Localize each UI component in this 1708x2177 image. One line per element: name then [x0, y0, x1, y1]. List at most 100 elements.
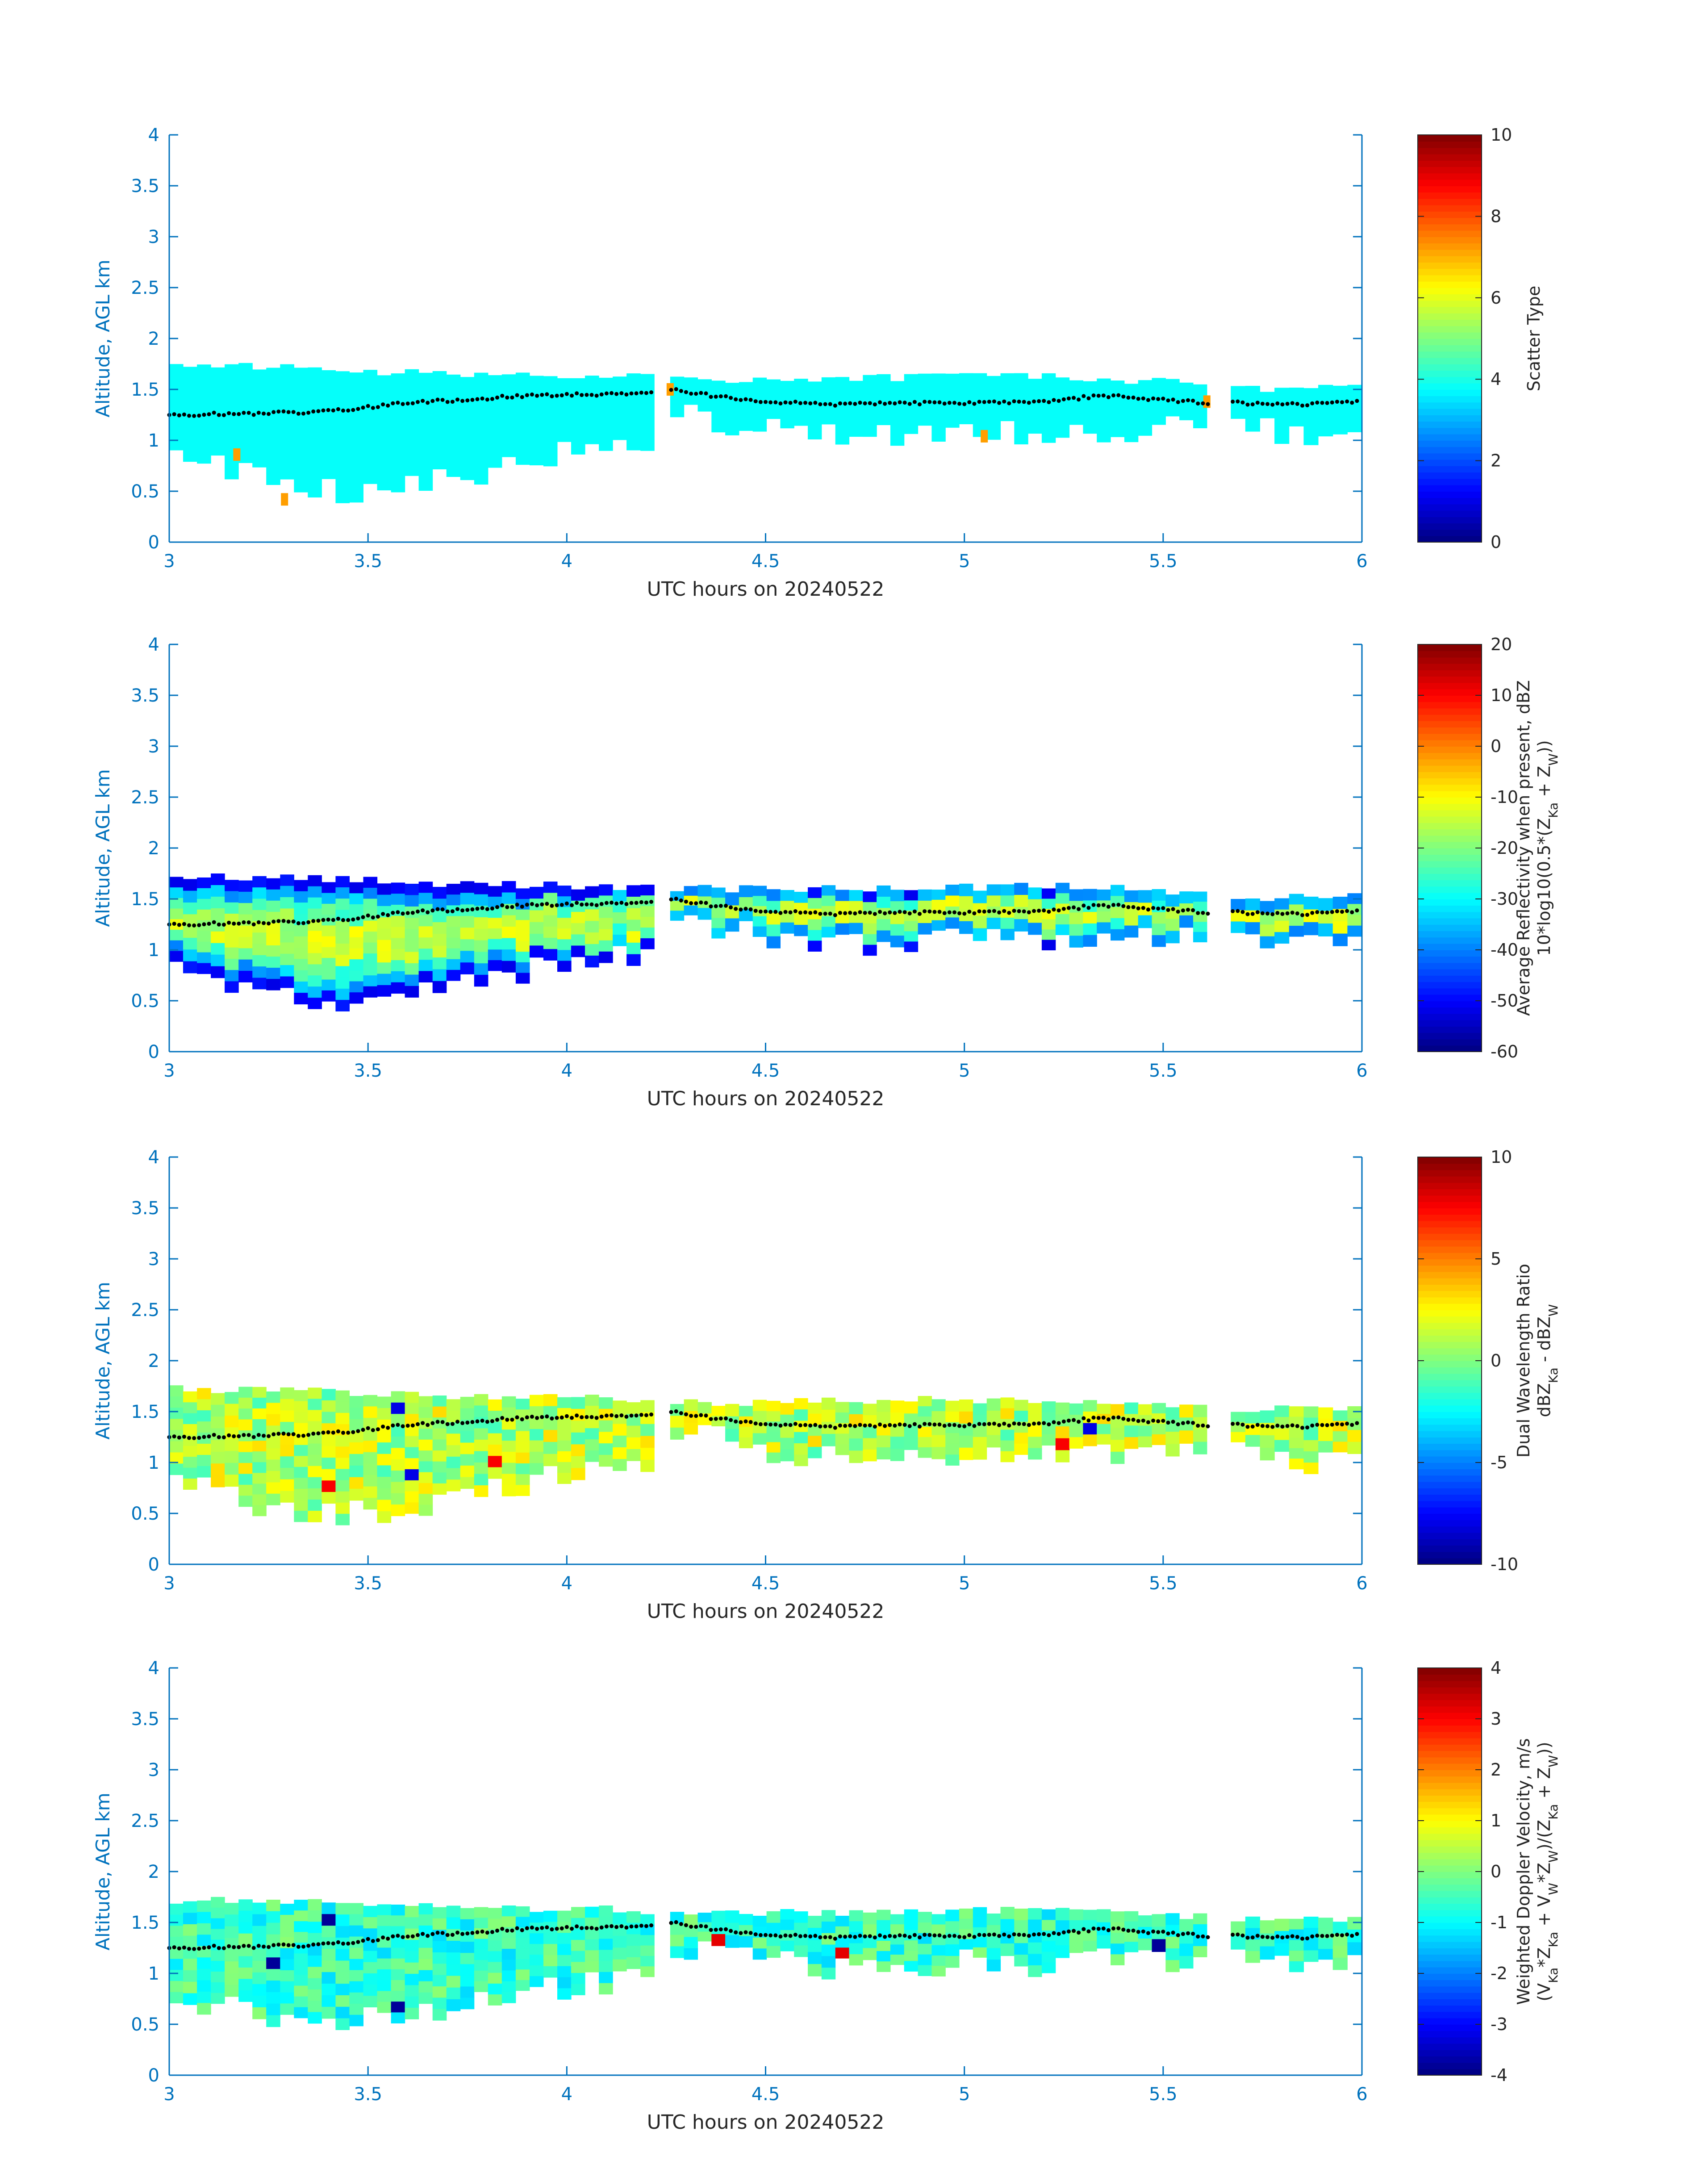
heatmap-cell	[474, 1981, 489, 1992]
heatmap-cell	[613, 890, 627, 902]
cloud-top-marker	[604, 1413, 609, 1418]
cloud-top-marker	[967, 400, 972, 405]
heatmap-cell	[252, 1451, 267, 1462]
heatmap-cell	[725, 918, 739, 932]
heatmap-cell	[446, 1479, 461, 1492]
heatmap-cell	[1289, 915, 1304, 926]
colorbar-swatch	[1418, 1329, 1482, 1336]
cloud-top-marker	[1320, 910, 1324, 915]
heatmap-cell	[474, 1949, 489, 1960]
heatmap-cell	[849, 1438, 863, 1451]
cloud-top-marker	[982, 1422, 986, 1426]
heatmap-cell	[474, 462, 489, 474]
heatmap-cell	[739, 406, 753, 419]
heatmap-cell	[515, 909, 530, 920]
colorbar-swatch	[1418, 740, 1482, 747]
heatmap-cell	[945, 1956, 960, 1968]
y-tick-label: 0	[148, 532, 159, 553]
cloud-top-marker	[560, 1415, 564, 1420]
colorbar-swatch	[1418, 1929, 1482, 1936]
heatmap-cell	[169, 1992, 184, 2004]
heatmap-cell	[169, 1937, 184, 1948]
colorbar-swatch	[1418, 1462, 1482, 1470]
heatmap-cell	[169, 407, 184, 418]
colorbar-swatch	[1418, 702, 1482, 709]
heatmap-cell	[280, 976, 294, 988]
y-tick-label: 4	[148, 125, 159, 146]
heatmap-cell	[183, 1981, 197, 1994]
cloud-top-marker	[187, 1436, 191, 1440]
colorbar-swatch	[1418, 1335, 1482, 1342]
heatmap-cell	[488, 1962, 502, 1973]
heatmap-cell	[959, 1411, 973, 1424]
colorbar-swatch	[1418, 179, 1482, 186]
heatmap-cell	[391, 915, 405, 928]
heatmap-cell	[280, 468, 294, 480]
cloud-top-marker	[629, 1413, 634, 1418]
colorbar-tick-label: -1	[1491, 1913, 1508, 1932]
colorbar-swatch	[1418, 1354, 1482, 1361]
cloud-top-marker	[644, 1924, 648, 1928]
cloud-top-marker	[1196, 1424, 1200, 1428]
heatmap-cell	[266, 1493, 280, 1505]
cloud-top-marker	[898, 1422, 902, 1427]
heatmap-cell	[211, 1440, 225, 1452]
heatmap-cell	[266, 1482, 280, 1494]
cloud-top-marker	[262, 1433, 266, 1438]
cloud-top-marker	[356, 1940, 360, 1944]
heatmap-cell	[973, 373, 987, 384]
cloud-top-marker	[753, 1421, 758, 1426]
heatmap-cell	[183, 438, 197, 450]
heatmap-cell	[432, 1986, 447, 1998]
heatmap-cell	[377, 1465, 392, 1477]
cloud-top-marker	[391, 1423, 395, 1428]
heatmap-cell	[766, 1934, 781, 1947]
cloud-top-marker	[639, 900, 643, 904]
heatmap-cell	[557, 1440, 572, 1452]
heatmap-cell	[363, 942, 378, 954]
colorbar-label: Scatter Type	[1524, 286, 1544, 391]
heatmap-cell	[640, 1945, 655, 1956]
colorbar-swatch	[1418, 294, 1482, 301]
heatmap-cell	[1069, 380, 1083, 392]
cloud-top-marker	[515, 1415, 519, 1420]
heatmap-cell	[308, 1956, 322, 1967]
heatmap-cell	[418, 1947, 433, 1960]
heatmap-cell	[391, 1391, 405, 1403]
heatmap-cell	[280, 908, 294, 920]
heatmap-cell	[515, 1485, 530, 1496]
heatmap-cell	[308, 367, 322, 379]
heatmap-cell	[308, 931, 322, 942]
colorbar-swatch	[1418, 1674, 1482, 1681]
cloud-top-marker	[485, 1930, 489, 1935]
heatmap-cell	[877, 885, 891, 897]
cloud-top-marker	[823, 911, 827, 916]
cloud-top-marker	[1037, 1932, 1041, 1936]
heatmap-cell	[711, 1406, 726, 1417]
colorbar-swatch	[1418, 1443, 1482, 1450]
cloud-top-marker	[649, 900, 653, 904]
cloud-top-marker	[1191, 908, 1195, 912]
heatmap-cell	[890, 912, 905, 924]
cloud-top-marker	[1201, 401, 1205, 405]
heatmap-cell	[405, 1502, 419, 1514]
heatmap-cell	[391, 405, 405, 417]
heatmap-cell	[571, 1929, 585, 1940]
heatmap-cell	[1000, 1408, 1015, 1420]
heatmap-cell	[904, 1930, 919, 1941]
heatmap-cell	[1193, 911, 1207, 922]
heatmap-cell	[363, 877, 378, 888]
heatmap-cell	[488, 387, 502, 399]
cloud-top-marker	[639, 390, 643, 395]
heatmap-cell	[1245, 1412, 1260, 1424]
heatmap-cell	[183, 961, 197, 974]
cloud-top-marker	[758, 1422, 763, 1426]
heatmap-cell	[1069, 1942, 1083, 1953]
heatmap-cell	[335, 1412, 350, 1425]
heatmap-cell	[501, 421, 516, 434]
cloud-top-marker	[1231, 399, 1235, 404]
heatmap-cell	[460, 1953, 475, 1964]
heatmap-cell	[1193, 932, 1207, 943]
heatmap-cell	[294, 1953, 308, 1965]
cloud-top-marker	[808, 401, 813, 405]
